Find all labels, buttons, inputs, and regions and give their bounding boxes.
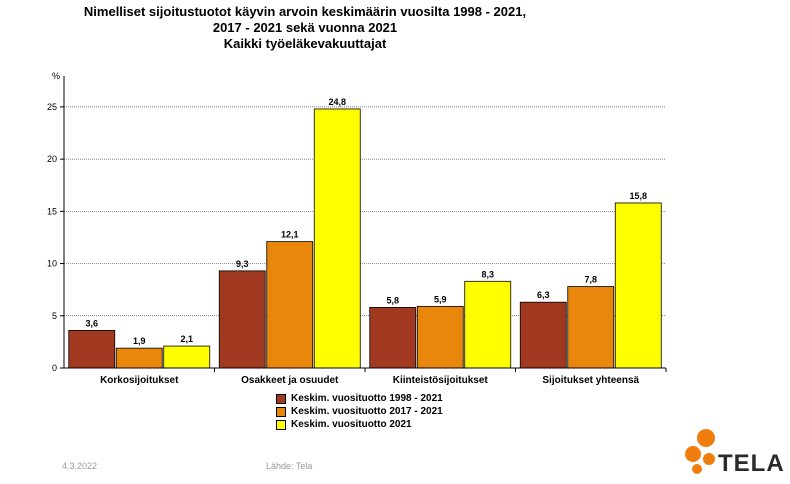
y-tick-label: 20: [47, 154, 57, 164]
bar: [313, 108, 361, 369]
x-tick-label: Sijoitukset yhteensä: [542, 375, 639, 386]
legend-label: Keskim. vuosituotto 2021: [291, 419, 412, 430]
x-tick-label: Kiinteistösijoitukset: [393, 375, 489, 386]
footer-source: Lähde: Tela: [266, 461, 313, 471]
legend-item: Keskim. vuosituotto 2021: [276, 418, 443, 431]
bar-value-label: 2,1: [180, 334, 193, 344]
legend-label: Keskim. vuosituotto 2017 - 2021: [291, 406, 443, 417]
y-tick-label: 10: [47, 259, 57, 269]
legend-label: Keskim. vuosituotto 1998 - 2021: [291, 393, 443, 404]
chart-title: Nimelliset sijoitustuotot käyvin arvoin …: [0, 4, 610, 52]
bar: [218, 270, 266, 369]
axes: 0 5 10 15 20 25 Korkosijoitukset Osakkeet ja os…: [47, 76, 667, 386]
bar: [163, 345, 211, 369]
bar-value-label: 24,8: [328, 97, 346, 107]
bar-value-label: 1,9: [133, 336, 146, 346]
bar-value-label: 15,8: [629, 191, 647, 201]
title-line-3: Kaikki työeläkevakuuttajat: [223, 36, 387, 51]
legend-swatch: [276, 393, 286, 404]
bar-value-label: 12,1: [281, 230, 299, 240]
legend-item: Keskim. vuosituotto 1998 - 2021: [276, 392, 443, 405]
bar-value-label: 7,8: [584, 275, 597, 285]
legend: Keskim. vuosituotto 1998 - 2021 Keskim. …: [276, 392, 443, 431]
legend-swatch: [276, 406, 286, 417]
bar-value-label: 3,6: [85, 318, 98, 328]
tela-logo-icon: [685, 429, 715, 474]
y-tick-label: 5: [52, 311, 57, 321]
title-line-1: Nimelliset sijoitustuotot käyvin arvoin …: [83, 4, 527, 19]
bar-value-label: 8,3: [481, 269, 494, 279]
bar-value-label: 5,9: [434, 294, 447, 304]
y-tick-label: 25: [47, 102, 57, 112]
bar: [519, 301, 567, 369]
bar-value-label: 5,8: [386, 295, 399, 305]
logo-text: TELA: [718, 450, 785, 477]
bar-value-label: 6,3: [537, 290, 550, 300]
bar: [464, 280, 512, 369]
bar-value-label: 9,3: [236, 259, 249, 269]
bar: [68, 329, 116, 369]
title-line-2: 2017 - 2021 sekä vuonna 2021: [212, 20, 398, 35]
grid-lines: [64, 106, 666, 317]
legend-item: Keskim. vuosituotto 2017 - 2021: [276, 405, 443, 418]
bar: [614, 202, 662, 369]
y-tick-label: 15: [47, 206, 57, 216]
y-tick-label: 0: [52, 363, 57, 373]
x-tick-label: Korkosijoitukset: [100, 375, 179, 386]
y-axis-label: %: [52, 71, 60, 81]
bar: [416, 305, 464, 369]
bar: [369, 307, 417, 369]
bar: [567, 286, 615, 369]
legend-swatch: [276, 419, 286, 430]
bar: [115, 347, 163, 369]
x-tick-label: Osakkeet ja osuudet: [241, 375, 339, 386]
bar: [266, 241, 314, 369]
footer-date: 4.3.2022: [62, 461, 98, 471]
bars: 3,6 1,9 2,1 9,3 12,1 24,8 5,8 5,9 8,3 6,3 7,8 15,8: [68, 97, 662, 369]
